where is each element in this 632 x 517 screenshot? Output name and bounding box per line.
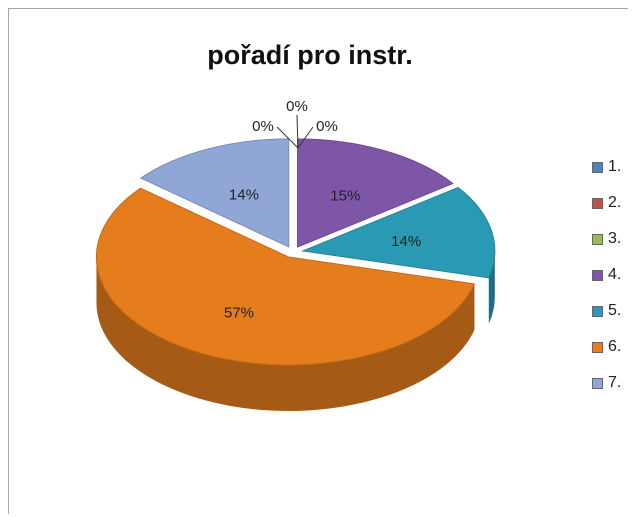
- leader-line: [296, 114, 299, 149]
- legend-label: 5.: [608, 302, 622, 319]
- leader-line: [276, 126, 299, 149]
- data-label-3.: 0%: [316, 118, 338, 135]
- data-label-5.: 14%: [391, 233, 421, 250]
- data-label-6.: 57%: [224, 305, 254, 322]
- legend-label: 6.: [608, 338, 622, 355]
- leader-line: [297, 126, 314, 149]
- legend-swatch: [592, 234, 603, 245]
- legend-label: 3.: [608, 230, 622, 247]
- data-label-2.: 0%: [286, 98, 308, 115]
- legend-label: 2.: [608, 194, 622, 211]
- data-label-4.: 15%: [330, 187, 360, 204]
- data-label-7.: 14%: [229, 186, 259, 203]
- legend-swatch: [592, 270, 603, 281]
- legend-label: 7.: [608, 374, 622, 391]
- chart-title: pořadí pro instr.: [207, 40, 413, 70]
- legend-label: 1.: [608, 158, 622, 175]
- chart-frame: [8, 8, 628, 514]
- legend-swatch: [592, 306, 603, 317]
- pie-slice-6.: [96, 187, 476, 366]
- legend-swatch: [592, 378, 603, 389]
- pie-slice-5.: [300, 186, 496, 279]
- data-label-1.: 0%: [252, 118, 274, 135]
- pie-slice-side-6.: [96, 256, 475, 411]
- pie-slice-7.: [139, 138, 290, 248]
- legend-swatch: [592, 198, 603, 209]
- legend-swatch: [592, 342, 603, 353]
- legend-label: 4.: [608, 266, 622, 283]
- pie-slice-side-5.: [488, 250, 495, 324]
- pie-slice-4.: [297, 138, 454, 248]
- legend-swatch: [592, 162, 603, 173]
